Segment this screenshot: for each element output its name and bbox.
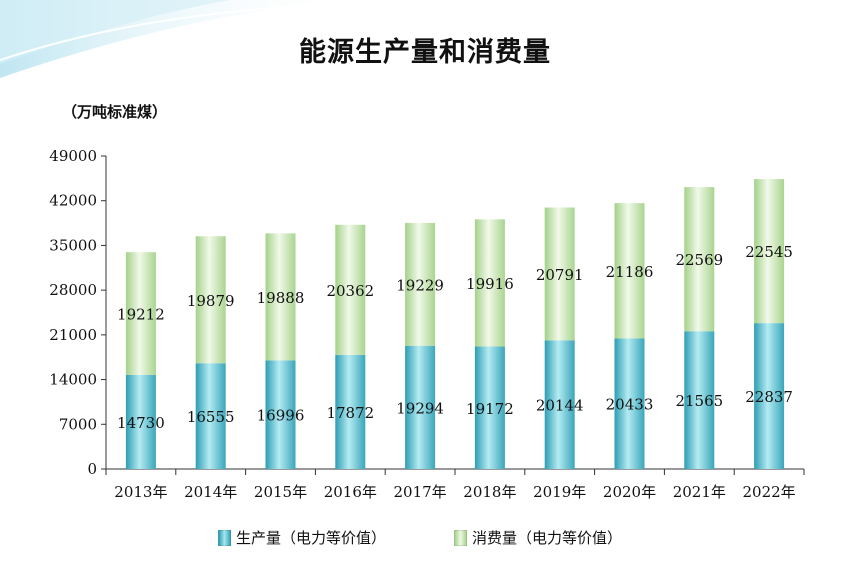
bar-production: [405, 345, 436, 469]
data-label-consumption: 19229: [396, 276, 444, 294]
bars: [125, 179, 785, 469]
x-tick-label: 2022年: [743, 483, 796, 501]
bar-production: [265, 360, 296, 469]
data-label-production: 16996: [257, 407, 305, 425]
data-label-production: 22837: [745, 388, 793, 406]
legend: 生产量（电力等价值） 消费量（电力等价值）: [0, 527, 850, 547]
y-tick-label: 28000: [49, 281, 97, 299]
x-tick-label: 2016年: [324, 483, 377, 501]
y-axis-unit-label: （万吨标准煤）: [62, 103, 168, 121]
x-tick-label: 2013年: [114, 483, 167, 501]
data-label-consumption: 21186: [606, 263, 654, 281]
bar-consumption: [335, 224, 366, 355]
data-label-production: 20144: [536, 397, 584, 415]
y-tick-label: 7000: [59, 415, 97, 433]
axes: 0 7000 14000 21000 28000 35000 42000 49000: [49, 147, 805, 478]
y-tick-label: 49000: [49, 147, 97, 165]
bar-consumption: [195, 236, 226, 364]
y-tick-label: 0: [87, 460, 97, 478]
x-tick-label: 2021年: [673, 483, 726, 501]
bar-production: [544, 340, 575, 469]
data-label-production: 20433: [606, 396, 654, 414]
bar-production: [614, 338, 645, 469]
bar-consumption: [474, 219, 505, 347]
y-tick-label: 21000: [49, 326, 97, 344]
x-tick-label: 2019年: [533, 483, 586, 501]
data-label-consumption: 20362: [326, 282, 374, 300]
data-labels: 2013年 14730 19212 2014年 16555 19879 2015年 16996…: [114, 243, 795, 501]
legend-item-consumption: 消费量（电力等价值）: [454, 527, 622, 548]
data-label-consumption: 22545: [745, 243, 793, 261]
bar-production: [474, 346, 505, 469]
x-tick-label: 2020年: [603, 483, 656, 501]
legend-swatch-production: [218, 529, 231, 546]
data-label-production: 17872: [326, 404, 374, 422]
data-label-consumption: 22569: [675, 251, 723, 269]
data-label-consumption: 19879: [187, 292, 235, 310]
data-label-production: 16555: [187, 408, 235, 426]
data-label-production: 19172: [466, 400, 514, 418]
y-tick-label: 14000: [49, 371, 97, 389]
legend-item-production: 生产量（电力等价值）: [218, 527, 386, 548]
data-label-production: 21565: [675, 392, 723, 410]
bar-consumption: [614, 203, 645, 339]
legend-label-production: 生产量（电力等价值）: [236, 529, 387, 547]
bar-consumption: [684, 187, 715, 332]
data-label-consumption: 19212: [117, 306, 165, 324]
x-tick-label: 2018年: [463, 483, 516, 501]
bar-consumption: [405, 222, 436, 346]
legend-label-consumption: 消费量（电力等价值）: [472, 529, 623, 547]
data-label-production: 19294: [396, 399, 444, 417]
bar-consumption: [125, 252, 156, 375]
chart-title: 能源生产量和消费量: [299, 37, 551, 68]
x-tick-label: 2014年: [184, 483, 237, 501]
x-tick-label: 2015年: [254, 483, 307, 501]
bar-production: [754, 323, 785, 469]
bar-production: [195, 363, 226, 469]
bar-consumption: [265, 233, 296, 361]
data-label-consumption: 20791: [536, 266, 584, 284]
y-tick-label: 35000: [49, 236, 97, 254]
legend-swatch-consumption: [454, 529, 467, 546]
data-label-production: 14730: [117, 414, 165, 432]
y-tick-label: 42000: [49, 192, 97, 210]
bar-production: [684, 331, 715, 469]
bar-production: [335, 354, 366, 469]
bar-consumption: [754, 179, 785, 324]
data-label-consumption: 19888: [257, 289, 305, 307]
bar-production: [125, 374, 156, 469]
bar-consumption: [544, 207, 575, 341]
data-label-consumption: 19916: [466, 275, 514, 293]
x-tick-label: 2017年: [394, 483, 447, 501]
